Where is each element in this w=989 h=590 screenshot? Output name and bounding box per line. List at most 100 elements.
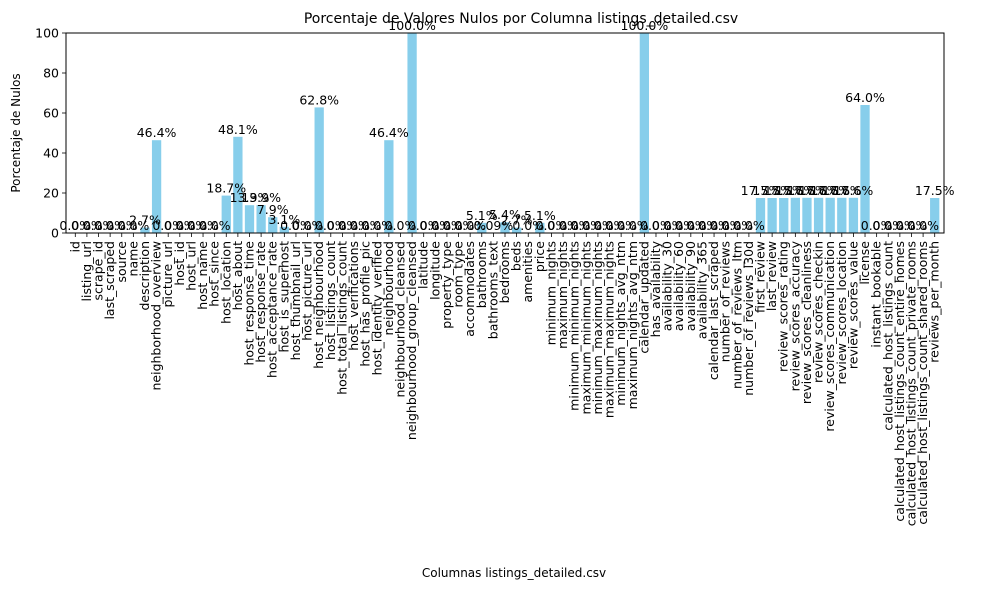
x-tick-label: calendar_last_scraped [706,241,721,380]
bar-review_scores_accuracy [790,197,800,233]
x-tick-label: name [125,241,140,277]
x-tick-label: review_scores_value [845,241,860,369]
bar-review_scores_value [848,197,859,233]
bar-last_review [767,198,777,233]
x-tick-label: bathrooms [474,241,489,308]
x-tick-label: latitude [416,241,431,289]
bar-value-label: 0.0% [106,218,138,233]
bar-value-label: 0.0% [536,218,568,233]
bar-calendar_updated [639,33,650,233]
x-tick-label: number_of_reviews_ltm [729,241,744,389]
x-tick-label: first_review [753,241,768,313]
x-tick-label: host_response_rate [253,241,268,363]
bar-value-label: 17.5% [764,183,804,198]
bar-value-label: 0.0% [710,218,742,233]
bar-value-label: 13.9% [241,190,281,205]
bar-host_response_time [244,205,255,233]
bar-value-label: 18.7% [206,181,246,196]
bar-host_is_superhost [279,226,289,233]
bar-price [535,222,545,233]
bar-value-label: 0.0% [582,218,614,233]
x-tick-label: has_availability [648,240,663,337]
x-tick-label: id [67,241,82,252]
bar-value-label: 0.0% [663,218,695,233]
x-tick-label: neighborhood_overview [149,241,164,391]
x-tick-label: minimum_nights_avg_ntm [613,241,628,406]
x-tick-label: review_scores_checkin [811,241,826,383]
bar-value-label: 0.0% [594,218,626,233]
x-tick-label: description [137,241,152,311]
bar-value-label: 0.0% [512,218,544,233]
bar-value-label: 5.1% [524,208,556,223]
bar-bathrooms [477,222,487,233]
bar-value-label: 0.0% [292,218,324,233]
bar-review_scores_communication [825,197,835,233]
x-tick-label: availability_30 [660,241,675,331]
bar-host_location [221,195,231,233]
x-tick-label: host_about [230,241,245,310]
bar-value-label: 0.0% [733,218,765,233]
bar-value-label: 0.0% [640,218,672,233]
x-tick-label: maximum_minimum_nights [578,241,593,414]
x-tick-label: longitude [427,241,442,300]
x-tick-label: calendar_updated [636,241,651,354]
x-tick-label: number_of_reviews_l30d [741,241,756,396]
bar-value-label: 17.6% [787,183,827,198]
x-tick-label: host_neighbourhood [311,241,326,369]
bar-neighborhood_overview [151,140,162,233]
bar-value-label: 46.4% [369,125,409,140]
bar-value-label: 17.6% [834,183,874,198]
x-tick-label: minimum_maximum_nights [590,241,605,414]
bar-value-label: 0.0% [443,218,475,233]
y-axis: 0 20 40 60 80 100 [35,26,66,241]
x-tick-label: listing_url [79,241,94,301]
bar-value-label: 0.0% [408,218,440,233]
bar-neighbourhood [384,140,394,233]
x-tick-label: last_review [764,241,779,311]
bar-neighbourhood_group_cleansed [407,33,417,233]
x-tick-label: review_scores_location [834,241,849,385]
y-tick-label: 100 [35,26,59,41]
bar-value-label: 48.1% [218,122,258,137]
bar-value-label: 13.9% [230,190,270,205]
x-tick-label: bedrooms [497,241,512,303]
x-tick-label: host_acceptance_rate [265,241,280,378]
bar-first_review [755,198,766,233]
bar-value-label: 0.0% [675,218,707,233]
bar-value-label: 0.0% [187,218,219,233]
x-tick-label: amenities [520,241,535,303]
bar-value-label: 0.0% [547,218,579,233]
bar-host_neighbourhood [314,107,324,233]
x-tick-label: minimum_minimum_nights [567,241,582,411]
bar-value-label: 0.0% [698,218,730,233]
x-tick-label: minimum_nights [543,241,558,345]
bar-value-label: 2.7% [501,213,533,228]
bar-value-label: 0.0% [419,218,451,233]
x-tick-label: host_listings_count [323,241,338,360]
y-axis-label: Porcentaje de Nulos [9,73,23,192]
x-tick-label: availability_365 [694,241,709,339]
bar-value-label: 17.5% [752,183,792,198]
x-tick-label: host_verifications [346,241,361,351]
x-tick-label: reviews_per_month [927,241,942,363]
bar-value-label: 0.0% [907,218,939,233]
y-tick-label: 80 [43,66,59,81]
x-tick-label: room_type [451,241,466,308]
y-tick-label: 20 [43,186,59,201]
bar-value-label: 17.6% [799,183,839,198]
bar-value-label: 17.6% [822,183,862,198]
bar-value-label: 0.0% [94,218,126,233]
bar-value-label: 0.0% [164,218,196,233]
x-tick-label: review_scores_rating [776,241,791,372]
x-tick-label: instant_bookable [869,241,884,348]
x-tick-label: calculated_host_listings_count_private_r… [903,241,918,526]
bar-review_scores_cleanliness [802,197,812,233]
x-tick-label: number_of_reviews [718,241,733,362]
x-tick-label: beds [509,241,524,271]
bar-reviews_per_month [930,198,940,233]
bar-license [860,105,870,233]
x-tick-label: calculated_host_listings_count [880,241,895,431]
bar-bedrooms [500,222,510,233]
bar-value-label: 0.0% [361,218,393,233]
x-tick-label: availability_60 [671,241,686,331]
